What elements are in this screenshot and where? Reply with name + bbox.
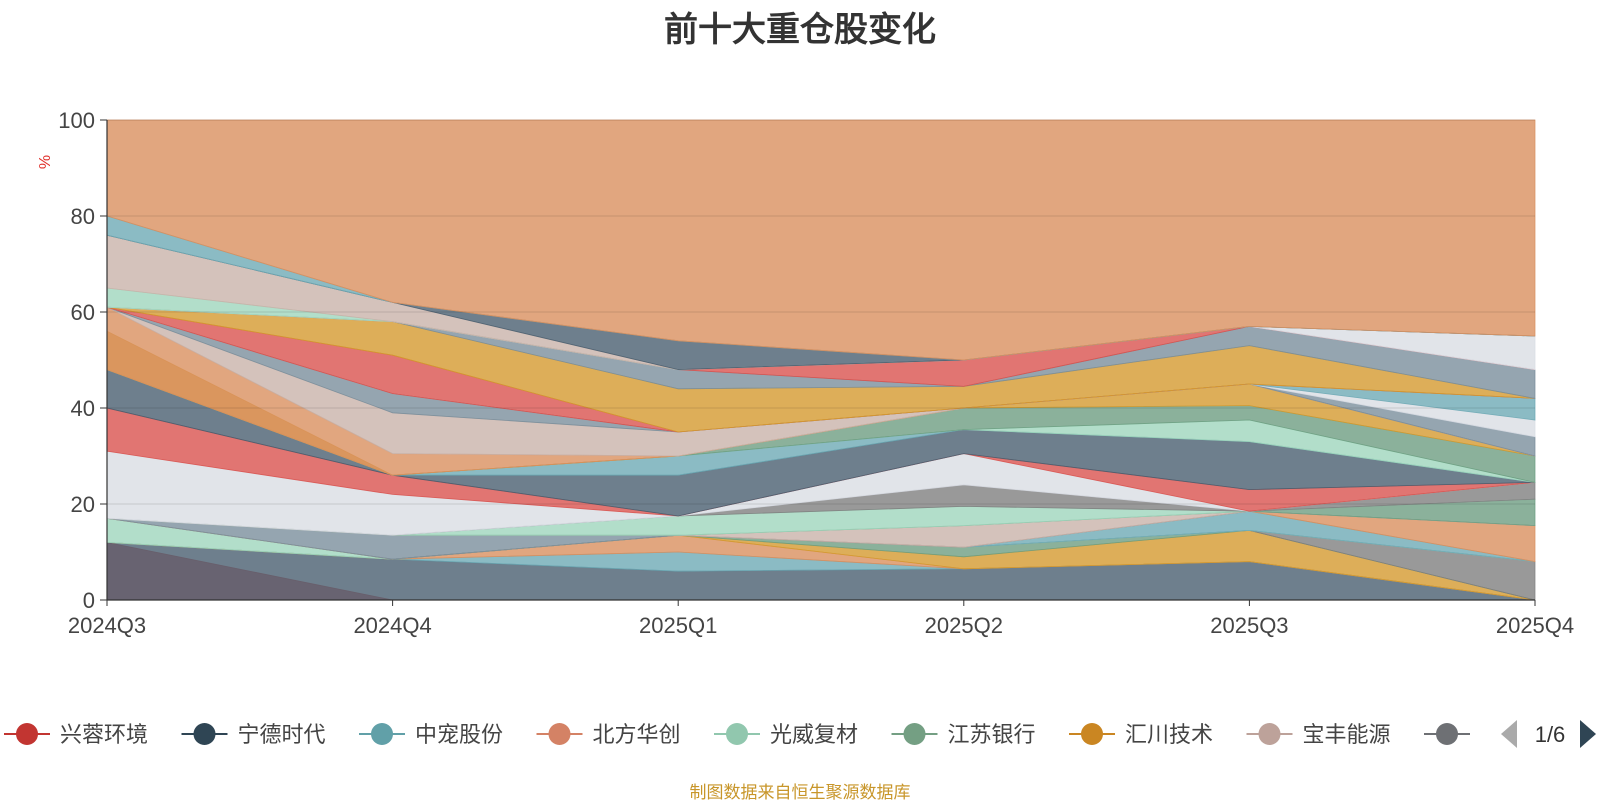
legend-item[interactable]: 兴蓉环境 [4, 722, 148, 747]
legend-label: 江苏银行 [948, 722, 1036, 747]
y-tick-label: 20 [71, 492, 95, 517]
legend-item[interactable]: 汇川技术 [1069, 722, 1213, 747]
legend-marker-icon [193, 723, 216, 745]
chart-title: 前十大重仓股变化 [664, 11, 936, 49]
legend-marker-icon [548, 723, 571, 745]
legend-label: 汇川技术 [1125, 722, 1213, 747]
legend-item[interactable]: 中宠股份 [359, 722, 503, 747]
legend-item[interactable]: 宝丰能源 [1246, 722, 1391, 747]
legend-item[interactable]: 光威复材 [714, 722, 858, 747]
legend-marker-icon [726, 723, 748, 745]
y-tick-label: 100 [58, 108, 95, 133]
area-bands [106, 119, 1536, 601]
legend-marker-icon [371, 723, 393, 745]
y-tick-label: 0 [83, 588, 95, 613]
legend-label: 宁德时代 [238, 722, 326, 747]
legend-marker-icon [1081, 723, 1103, 745]
area-band-b37 [106, 119, 1536, 361]
y-tick-label: 60 [71, 300, 95, 325]
legend-prev-page-icon[interactable] [1501, 720, 1517, 748]
source-note: 制图数据来自恒生聚源数据库 [689, 783, 911, 802]
x-tick-label: 2025Q1 [639, 613, 717, 638]
legend-label: 宝丰能源 [1303, 722, 1391, 747]
y-axis-label: % [37, 155, 54, 169]
legend-marker-icon [16, 723, 38, 745]
legend-marker-icon [1436, 723, 1458, 745]
legend-label: 光威复材 [770, 722, 858, 747]
legend-label: 中宠股份 [415, 722, 503, 747]
x-tick-label: 2025Q3 [1210, 613, 1288, 638]
legend-next-page-icon[interactable] [1580, 720, 1596, 748]
legend-item[interactable]: 北方华创 [536, 722, 681, 747]
legend-page-indicator: 1/6 [1535, 722, 1566, 747]
legend: 兴蓉环境宁德时代中宠股份北方华创光威复材江苏银行汇川技术宝丰能源中1/6 [4, 712, 1600, 758]
axes: 0 20 40 60 80 100 2024Q3 2024Q4 2025Q1 2025Q2 2025… [37, 108, 1574, 638]
legend-item[interactable]: 江苏银行 [891, 722, 1036, 747]
gridlines [107, 119, 1535, 505]
y-tick-label: 80 [71, 204, 95, 229]
x-tick-label: 2025Q2 [925, 613, 1003, 638]
legend-label: 北方华创 [593, 722, 681, 747]
legend-marker-icon [903, 723, 926, 745]
y-tick-label: 40 [71, 396, 95, 421]
x-tick-label: 2024Q4 [353, 613, 431, 638]
legend-item[interactable]: 宁德时代 [181, 722, 326, 747]
x-tick-label: 2024Q3 [68, 613, 146, 638]
legend-label: 兴蓉环境 [60, 722, 148, 747]
legend-marker-icon [1258, 723, 1281, 745]
x-tick-label: 2025Q4 [1496, 613, 1574, 638]
